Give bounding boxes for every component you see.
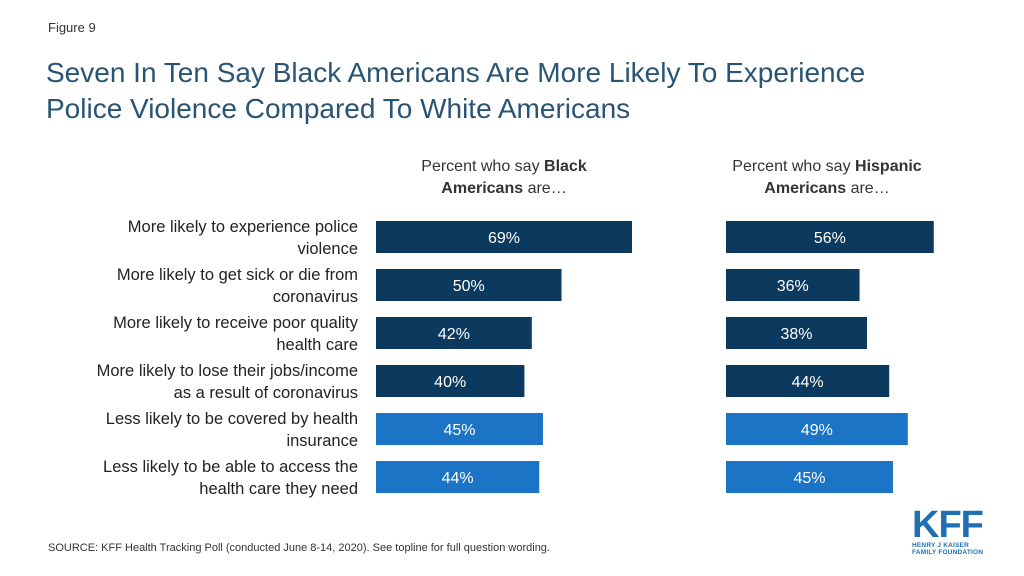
data-label: 50% <box>453 278 485 295</box>
data-label: 49% <box>801 422 833 439</box>
bar-hispanic <box>726 221 934 253</box>
category-label: More likely to experience police violence <box>128 218 358 258</box>
bar-black <box>376 317 532 349</box>
category-label: Less likely to be covered by health insur… <box>106 410 358 450</box>
bar-black <box>376 269 562 301</box>
figure-label: Figure 9 <box>48 20 96 35</box>
bar-hispanic <box>726 413 908 445</box>
bar-hispanic <box>726 365 890 397</box>
data-label: 44% <box>442 470 474 487</box>
bar-hispanic <box>726 317 867 349</box>
panel-header-black: Percent who say Black Americans are… <box>421 158 587 197</box>
bar-black <box>376 461 540 493</box>
category-label: More likely to receive poor quality healt… <box>113 314 359 354</box>
bar-hispanic <box>726 461 893 493</box>
data-label: 56% <box>814 230 846 247</box>
bar-hispanic <box>726 269 860 301</box>
data-label: 45% <box>793 470 825 487</box>
chart-title: Seven In Ten Say Black Americans Are Mor… <box>46 55 1006 127</box>
data-label: 40% <box>434 374 466 391</box>
category-label: More likely to lose their jobs/income as … <box>97 362 358 402</box>
bar-black <box>376 221 632 253</box>
data-label: 42% <box>438 326 470 343</box>
data-label: 38% <box>780 326 812 343</box>
panel-header-hispanic: Percent who say Hispanic Americans are… <box>732 158 922 197</box>
data-label: 45% <box>443 422 475 439</box>
data-label: 44% <box>792 374 824 391</box>
source-note: SOURCE: KFF Health Tracking Poll (conduc… <box>48 542 550 554</box>
data-label: 36% <box>777 278 809 295</box>
logo-subtitle: HENRY J KAISER FAMILY FOUNDATION <box>912 542 984 556</box>
chart-title-line-1: Seven In Ten Say Black Americans Are Mor… <box>46 57 866 88</box>
bar-black <box>376 365 525 397</box>
bar-black <box>376 413 543 445</box>
category-label: Less likely to be able to access the heal… <box>103 458 358 498</box>
kff-logo: KFF HENRY J KAISER FAMILY FOUNDATION <box>912 504 992 556</box>
logo-mark: KFF <box>912 504 984 546</box>
category-label: More likely to get sick or die from coron… <box>117 266 358 306</box>
data-label: 69% <box>488 230 520 247</box>
chart-title-line-2: Police Violence Compared To White Americ… <box>46 93 631 124</box>
